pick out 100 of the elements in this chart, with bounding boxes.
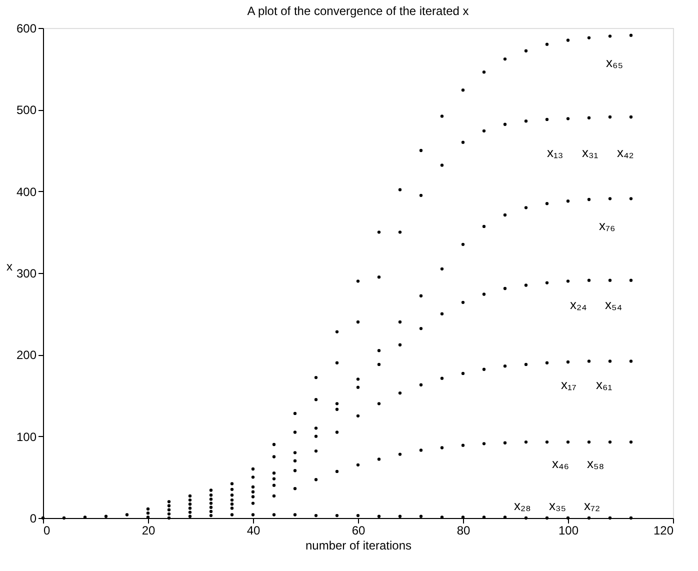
point bbox=[545, 202, 549, 206]
point bbox=[608, 278, 612, 282]
point bbox=[167, 508, 171, 512]
point bbox=[503, 122, 507, 126]
point bbox=[314, 376, 318, 380]
x-axis-title: number of iterations bbox=[305, 538, 412, 552]
point bbox=[272, 513, 276, 516]
point bbox=[440, 376, 444, 380]
annotation: x₁₇ bbox=[561, 377, 577, 392]
point bbox=[608, 360, 612, 363]
point bbox=[440, 312, 444, 316]
point bbox=[230, 482, 234, 486]
point bbox=[419, 448, 423, 452]
x-tick-label: 20 bbox=[142, 524, 156, 538]
point bbox=[293, 430, 297, 434]
point bbox=[314, 398, 318, 402]
point bbox=[251, 485, 255, 489]
point bbox=[482, 129, 486, 132]
point bbox=[209, 514, 213, 518]
point bbox=[608, 34, 612, 38]
annotation: x₇₂ bbox=[584, 498, 600, 513]
annotation: x₅₈ bbox=[587, 456, 604, 471]
point bbox=[587, 116, 591, 120]
point bbox=[314, 514, 318, 518]
point bbox=[230, 513, 234, 516]
point bbox=[461, 444, 465, 447]
annotation: x₆₁ bbox=[596, 377, 613, 392]
point bbox=[167, 500, 171, 504]
point bbox=[209, 510, 213, 514]
annotation: x₃₅ bbox=[549, 498, 566, 513]
point bbox=[251, 502, 255, 505]
point bbox=[188, 514, 192, 518]
point bbox=[272, 494, 276, 498]
y-tick-label: 600 bbox=[16, 22, 37, 36]
point bbox=[398, 452, 402, 456]
point bbox=[419, 294, 423, 298]
y-tick-label: 400 bbox=[16, 184, 37, 199]
point bbox=[377, 276, 381, 279]
annotation: x₆₅ bbox=[606, 55, 623, 70]
point bbox=[419, 194, 423, 197]
point bbox=[524, 120, 528, 123]
chart-title: A plot of the convergence of the iterated x bbox=[247, 4, 469, 18]
point bbox=[629, 360, 633, 363]
point bbox=[503, 57, 507, 61]
point bbox=[125, 513, 129, 516]
point bbox=[356, 414, 360, 418]
point bbox=[209, 494, 213, 497]
point bbox=[566, 38, 570, 42]
annotation: x₂₈ bbox=[514, 498, 531, 513]
x-tick-label: 100 bbox=[558, 524, 579, 538]
y-tick-label: 200 bbox=[16, 348, 37, 362]
point bbox=[524, 206, 528, 210]
point bbox=[293, 412, 297, 416]
point bbox=[209, 488, 213, 492]
point bbox=[167, 516, 171, 520]
point bbox=[146, 512, 150, 515]
point bbox=[230, 506, 234, 510]
point bbox=[188, 510, 192, 514]
point bbox=[503, 286, 507, 290]
point bbox=[440, 446, 444, 450]
point bbox=[188, 498, 192, 502]
point bbox=[335, 514, 339, 518]
point bbox=[629, 197, 633, 200]
point bbox=[398, 514, 402, 518]
point bbox=[587, 36, 591, 40]
point bbox=[629, 516, 633, 520]
point bbox=[629, 115, 633, 119]
point bbox=[251, 513, 255, 516]
point bbox=[251, 495, 255, 498]
point bbox=[608, 197, 612, 200]
point bbox=[566, 280, 570, 283]
point bbox=[314, 449, 318, 453]
point bbox=[545, 361, 549, 364]
point bbox=[419, 383, 423, 386]
point bbox=[587, 440, 591, 444]
point bbox=[293, 459, 297, 462]
point bbox=[461, 88, 465, 92]
point bbox=[335, 430, 339, 434]
point bbox=[503, 213, 507, 217]
point bbox=[272, 472, 276, 475]
point bbox=[587, 360, 591, 363]
point bbox=[188, 506, 192, 510]
point bbox=[482, 70, 486, 74]
point bbox=[377, 458, 381, 461]
point bbox=[566, 440, 570, 444]
point bbox=[545, 42, 549, 46]
point bbox=[251, 476, 255, 479]
point bbox=[629, 440, 633, 444]
point bbox=[566, 200, 570, 203]
point bbox=[167, 512, 171, 516]
point bbox=[398, 343, 402, 346]
point bbox=[545, 118, 549, 122]
point bbox=[419, 326, 423, 330]
point bbox=[293, 513, 297, 516]
point bbox=[461, 140, 465, 144]
point bbox=[356, 280, 360, 283]
point bbox=[440, 164, 444, 167]
point bbox=[272, 484, 276, 487]
point bbox=[461, 242, 465, 246]
point bbox=[356, 386, 360, 389]
